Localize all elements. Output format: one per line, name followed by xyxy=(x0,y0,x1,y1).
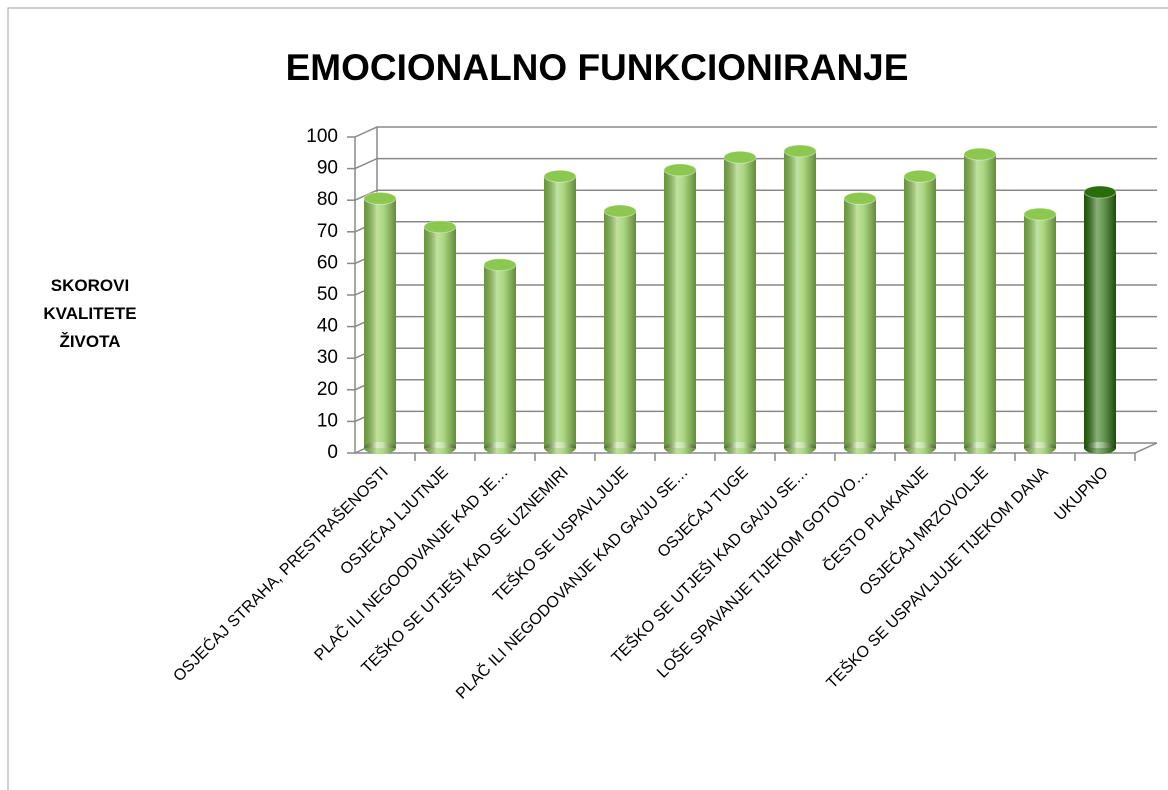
bar-base-shade xyxy=(544,442,576,454)
bar-shade xyxy=(724,157,756,448)
x-tick-label: OSJEĆAJ STRAHA, PRESTRAŠENOSTI xyxy=(169,462,392,685)
y-tick-label: 20 xyxy=(317,379,338,400)
bar-base-shade xyxy=(484,442,516,454)
bar-top xyxy=(363,191,397,205)
x-tick-label: UKUPNO xyxy=(1051,464,1111,524)
y-tick-label: 70 xyxy=(317,221,338,242)
bar-base-shade xyxy=(964,442,996,454)
bar-base-shade xyxy=(604,442,636,454)
bar-shade xyxy=(424,226,456,448)
y-axis-label: SKOROVI KVALITETE ŽIVOTA xyxy=(43,276,137,351)
y-tick-label: 90 xyxy=(317,158,338,179)
bar-shade xyxy=(544,176,576,449)
bar-top xyxy=(783,144,817,158)
y-tick-label: 30 xyxy=(317,347,338,368)
bar-top xyxy=(663,163,697,177)
bar-shade xyxy=(484,264,516,448)
grid-line xyxy=(354,126,1157,138)
bar-base-shade xyxy=(1084,442,1116,454)
bar-shade xyxy=(664,169,696,449)
grid-line xyxy=(354,157,1157,170)
grid-line xyxy=(354,189,1157,201)
bar-base-shade xyxy=(364,442,396,454)
bar-shade xyxy=(904,176,936,449)
bar-shade xyxy=(964,154,996,448)
bar-top xyxy=(1023,207,1057,221)
bar-top xyxy=(723,150,757,164)
bar-top xyxy=(903,169,937,183)
frame xyxy=(7,7,1168,790)
x-tick-label: OSJEĆAJ LJUTNJE xyxy=(336,462,452,578)
bar-top xyxy=(603,204,637,218)
bar-base-shade xyxy=(724,442,756,454)
y-tick-label: 50 xyxy=(317,284,338,305)
bar-top xyxy=(423,220,457,234)
bar-shade xyxy=(844,198,876,448)
bar-base-shade xyxy=(844,442,876,454)
bar-shade xyxy=(604,211,636,448)
bar-top xyxy=(843,191,877,205)
y-tick-label: 40 xyxy=(317,316,338,337)
bar-base-shade xyxy=(664,442,696,454)
y-tick-label: 10 xyxy=(317,410,338,431)
x-tick-label: LOŠE SPAVANJE TIJEKOM GOTOVO… xyxy=(653,462,872,681)
x-tick-label: TEŠKO SE USPAVLJUJE TIJEKOM DANA xyxy=(822,462,1052,692)
x-tick-label: ČESTO PLAKANJE xyxy=(819,462,932,575)
bar-base-shade xyxy=(904,442,936,454)
bar-shade xyxy=(1024,214,1056,448)
bar-top xyxy=(1083,185,1117,199)
bar-top xyxy=(963,147,997,161)
bar-base-shade xyxy=(424,442,456,454)
bar-shade xyxy=(784,150,816,448)
bar-shade xyxy=(364,198,396,448)
y-tick-label: 80 xyxy=(317,189,338,210)
y-tick-label: 60 xyxy=(317,252,338,273)
bar-top xyxy=(483,258,517,272)
y-tick-label: 0 xyxy=(327,442,338,463)
bar-base-shade xyxy=(784,442,816,454)
bar-base-shade xyxy=(1024,442,1056,454)
bar-top xyxy=(543,169,577,183)
bar-shade xyxy=(1084,192,1116,448)
x-tick-label: TEŠKO SE UTJEŠI KAD SE UZNEMIRI xyxy=(357,462,572,677)
chart-title: EMOCIONALNO FUNKCIONIRANJE xyxy=(286,47,909,88)
y-tick-label: 100 xyxy=(306,126,338,147)
